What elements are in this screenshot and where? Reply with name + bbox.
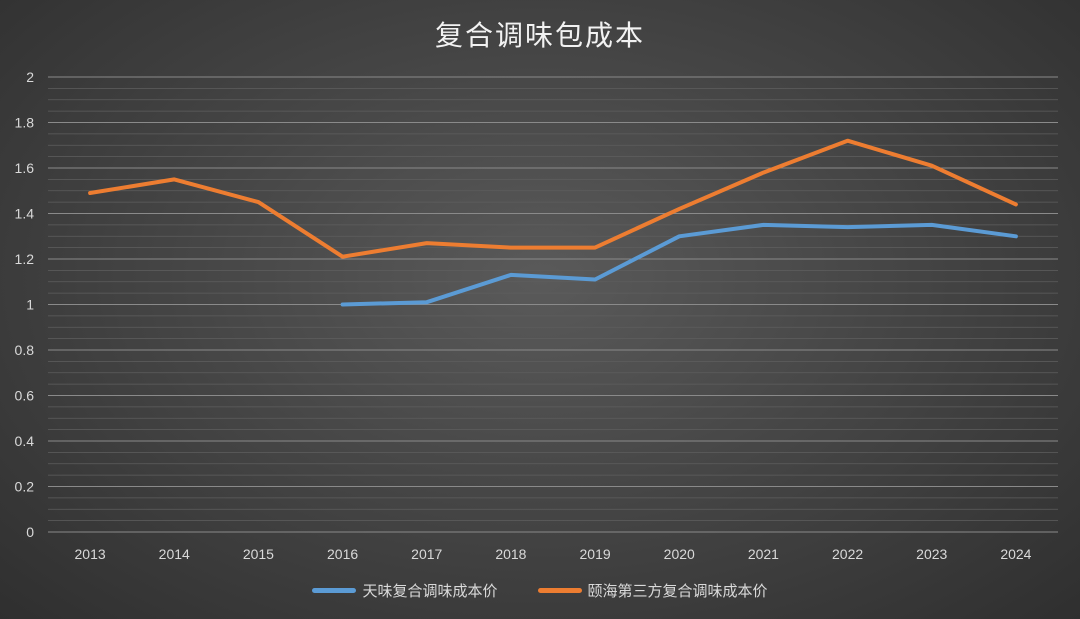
legend-swatch-series-2 <box>537 588 582 593</box>
x-tick-label: 2014 <box>159 546 190 562</box>
legend-item-series-1: 天味复合调味成本价 <box>312 580 498 601</box>
legend-item-series-2: 颐海第三方复合调味成本价 <box>537 580 768 601</box>
legend: 天味复合调味成本价 颐海第三方复合调味成本价 <box>0 580 1080 601</box>
y-tick-label: 1.8 <box>15 115 35 131</box>
legend-label-series-2: 颐海第三方复合调味成本价 <box>587 582 768 600</box>
x-tick-label: 2017 <box>411 546 442 562</box>
series-line-1 <box>340 222 1018 307</box>
axes: 0 0.2 0.4 0.6 0.8 1 1.2 1.4 1.6 1.8 2 2013 2014 2015 2… <box>15 69 1032 562</box>
x-tick-label: 2020 <box>664 546 695 562</box>
y-tick-label: 0.2 <box>15 479 35 495</box>
y-tick-label: 1.2 <box>15 251 35 267</box>
x-tick-label: 2022 <box>832 546 863 562</box>
chart-title: 复合调味包成本 <box>434 19 645 52</box>
x-tick-label: 2023 <box>916 546 947 562</box>
x-tick-label: 2013 <box>75 546 106 562</box>
legend-label-series-1: 天味复合调味成本价 <box>362 582 498 600</box>
series-line-2 <box>88 138 1018 259</box>
x-tick-label: 2019 <box>580 546 611 562</box>
y-tick-label: 0.4 <box>15 433 35 449</box>
gridlines <box>48 76 1058 533</box>
y-tick-label: 0.6 <box>15 388 35 404</box>
y-tick-label: 1 <box>26 297 34 313</box>
x-tick-label: 2016 <box>327 546 358 562</box>
legend-swatch-series-1 <box>312 588 357 593</box>
x-tick-label: 2018 <box>495 546 526 562</box>
y-tick-label: 2 <box>26 69 34 85</box>
y-tick-label: 0 <box>26 524 34 540</box>
x-tick-label: 2021 <box>748 546 779 562</box>
y-tick-label: 0.8 <box>15 342 35 358</box>
x-tick-label: 2015 <box>243 546 274 562</box>
series-lines <box>88 138 1018 307</box>
y-tick-label: 1.6 <box>15 160 35 176</box>
x-tick-label: 2024 <box>1000 546 1031 562</box>
y-tick-label: 1.4 <box>15 206 35 222</box>
